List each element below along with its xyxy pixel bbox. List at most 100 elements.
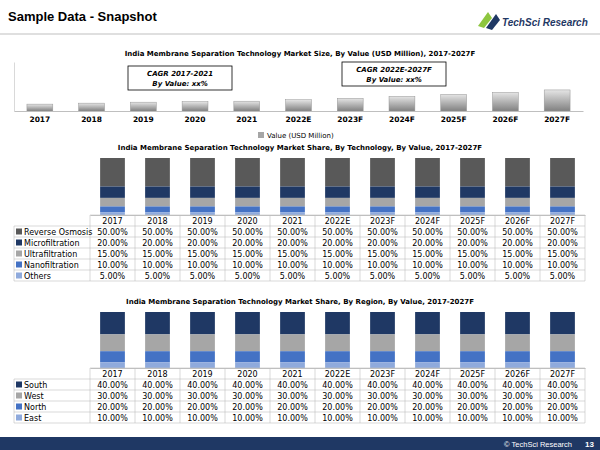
table-cell: 15.00% <box>322 250 353 259</box>
bar-segment <box>325 312 350 334</box>
table-header: 2018 <box>147 217 167 226</box>
table-cell: 20.00% <box>187 403 218 412</box>
bar-segment <box>235 206 260 212</box>
bar-segment <box>505 212 530 215</box>
bar-segment <box>370 206 395 212</box>
table-cell: 30.00% <box>502 392 533 401</box>
legend-swatch <box>16 273 22 279</box>
annotation-box <box>128 66 232 90</box>
x-tick-label: 2026F <box>492 115 518 124</box>
table-cell: 40.00% <box>97 381 128 390</box>
bar-segment <box>460 206 485 212</box>
bar-segment <box>100 212 125 215</box>
table-cell: 10.00% <box>97 261 128 270</box>
bar-segment <box>370 158 395 187</box>
x-tick: 2022E <box>286 111 312 124</box>
bar-segment <box>235 334 260 351</box>
table-rule <box>14 401 585 402</box>
bar <box>182 102 208 111</box>
bar-segment <box>415 351 440 362</box>
annotation-title: CAGR 2017-2021 <box>147 70 213 78</box>
table-cell: 30.00% <box>367 392 398 401</box>
bar-segment <box>505 206 530 212</box>
table-rule <box>495 215 496 281</box>
table-cell: 5.00% <box>550 272 576 281</box>
table-cell: 20.00% <box>412 403 443 412</box>
table-cell: 10.00% <box>97 414 128 423</box>
bar-segment <box>235 212 260 215</box>
table-cell: 40.00% <box>547 381 578 390</box>
table-cell: 10.00% <box>277 414 308 423</box>
bar-segment <box>370 212 395 215</box>
table-cell: 20.00% <box>322 403 353 412</box>
bar-segment <box>460 312 485 334</box>
table-rule <box>585 215 586 281</box>
table-rule <box>14 259 585 260</box>
table-rule <box>225 368 226 423</box>
bar-segment <box>280 312 305 334</box>
table-cell: 50.00% <box>187 228 218 237</box>
footer-text: © TechSci Research <box>504 440 572 449</box>
table-header: 2025F <box>460 370 485 379</box>
table-cell: 10.00% <box>322 261 353 270</box>
bar-segment <box>370 362 395 368</box>
table-header: 2020 <box>237 370 257 379</box>
legend-swatch <box>16 240 22 246</box>
annotation: CAGR 2017-2021By Value: xx% <box>128 66 232 90</box>
table-rule <box>315 368 316 423</box>
annotation: CAGR 2022E-2027FBy Value: xx% <box>342 62 446 86</box>
table-cell: 10.00% <box>367 261 398 270</box>
bar-segment <box>415 187 440 198</box>
bar-segment <box>415 334 440 351</box>
table-cell: 20.00% <box>412 239 443 248</box>
x-tick-label: 2017 <box>29 115 50 124</box>
table-cell: 10.00% <box>367 414 398 423</box>
table-cell: 20.00% <box>232 239 263 248</box>
table-cell: 10.00% <box>457 261 488 270</box>
table-header: 2018 <box>147 370 167 379</box>
bar <box>79 103 105 111</box>
table-rule <box>90 368 585 369</box>
table-header: 2026F <box>505 370 530 379</box>
annotation-box <box>342 62 446 86</box>
bar-segment <box>190 187 215 198</box>
x-tick-label: 2027F <box>544 115 570 124</box>
table-cell: 20.00% <box>502 239 533 248</box>
bar-segment <box>280 334 305 351</box>
table-cell: 15.00% <box>502 250 533 259</box>
legend-swatch <box>16 415 22 421</box>
table-cell: 20.00% <box>457 239 488 248</box>
table-cell: 10.00% <box>502 414 533 423</box>
table-header: 2019 <box>192 370 212 379</box>
table-cell: 10.00% <box>232 261 263 270</box>
bar-segment <box>145 198 170 207</box>
bar-segment <box>505 312 530 334</box>
bar-segment <box>460 158 485 187</box>
bar-segment <box>280 362 305 368</box>
bar-segment <box>100 334 125 351</box>
bar-segment <box>325 334 350 351</box>
legend-label: Microfiltration <box>24 239 79 248</box>
bar-segment <box>550 158 575 187</box>
table-cell: 20.00% <box>232 403 263 412</box>
table-rule <box>14 237 585 238</box>
x-tick-label: 2019 <box>133 115 154 124</box>
bar-segment <box>460 187 485 198</box>
table-cell: 30.00% <box>547 392 578 401</box>
table-header: 2026F <box>505 217 530 226</box>
table-cell: 50.00% <box>97 228 128 237</box>
table-cell: 10.00% <box>412 414 443 423</box>
bar-segment <box>145 206 170 212</box>
bar-segment <box>325 212 350 215</box>
bar-segment <box>190 158 215 187</box>
table-cell: 40.00% <box>232 381 263 390</box>
logo-mark <box>486 14 500 30</box>
bar-segment <box>100 362 125 368</box>
chart-title: India Membrane Separation Technology Mar… <box>126 298 474 306</box>
bar-segment <box>325 198 350 207</box>
bar-segment <box>235 351 260 362</box>
bar-segment <box>415 312 440 334</box>
y-axis-line <box>14 63 15 112</box>
table-header: 2023F <box>370 217 395 226</box>
table-cell: 5.00% <box>145 272 171 281</box>
